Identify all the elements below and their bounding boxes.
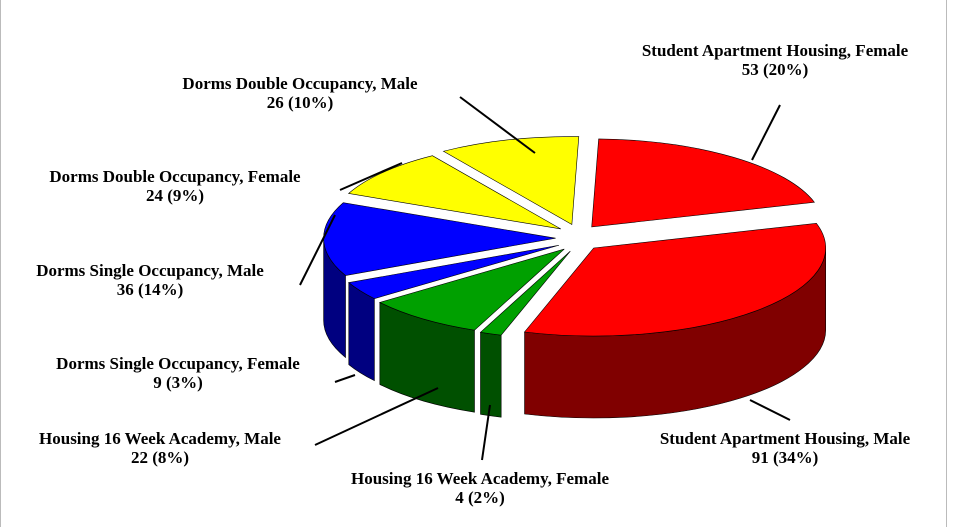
slice-label: Housing 16 Week Academy, Male bbox=[39, 429, 281, 448]
slice bbox=[347, 155, 562, 230]
slice-label: Student Apartment Housing, Female bbox=[642, 41, 909, 60]
slice-value-label: 91 (34%) bbox=[752, 448, 819, 467]
slice-side bbox=[480, 331, 502, 418]
slice-label: Dorms Double Occupancy, Male bbox=[182, 74, 418, 93]
slice-value-label: 36 (14%) bbox=[117, 280, 184, 299]
slice-label: Dorms Single Occupancy, Female bbox=[56, 354, 300, 373]
slice-value-label: 9 (3%) bbox=[153, 373, 203, 392]
slice-side bbox=[348, 281, 375, 382]
leader-line bbox=[339, 162, 403, 191]
slice-value-label: 22 (8%) bbox=[131, 448, 189, 467]
leader-line bbox=[751, 104, 781, 161]
slice bbox=[591, 138, 815, 228]
slice-value-label: 24 (9%) bbox=[146, 186, 204, 205]
slice-label: Housing 16 Week Academy, Female bbox=[351, 469, 609, 488]
slice-label: Dorms Double Occupancy, Female bbox=[49, 167, 301, 186]
slice bbox=[479, 250, 571, 336]
slice-value-label: 53 (20%) bbox=[742, 60, 809, 79]
slice-value-label: 4 (2%) bbox=[455, 488, 505, 507]
leader-line bbox=[459, 96, 536, 154]
slice-label: Dorms Single Occupancy, Male bbox=[36, 261, 264, 280]
slice bbox=[442, 136, 580, 226]
slice bbox=[379, 248, 565, 331]
leader-line bbox=[314, 387, 439, 446]
slice-label: Student Apartment Housing, Male bbox=[660, 429, 911, 448]
slice-value-label: 26 (10%) bbox=[267, 93, 334, 112]
slice bbox=[523, 223, 826, 337]
leader-line bbox=[749, 399, 791, 421]
leader-line bbox=[299, 214, 336, 286]
slice bbox=[348, 244, 559, 299]
leader-line bbox=[334, 374, 356, 383]
leader-line bbox=[481, 404, 491, 461]
